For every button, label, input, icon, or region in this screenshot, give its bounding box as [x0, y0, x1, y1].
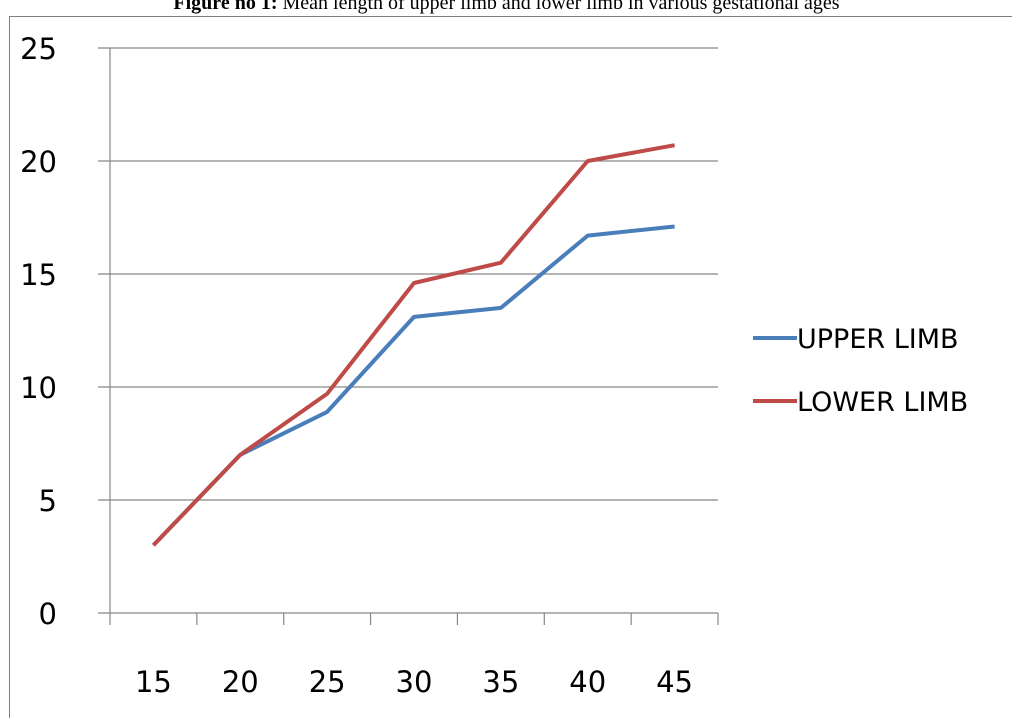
data-point-lower-limb	[238, 453, 242, 457]
x-tick-label: 25	[309, 665, 346, 699]
y-tick-label: 25	[20, 32, 57, 66]
chart-frame	[9, 16, 1012, 718]
figure-caption-label: Figure no 1:	[173, 0, 278, 14]
data-point-upper-limb	[412, 315, 416, 319]
data-point-lower-limb	[499, 261, 503, 265]
y-tick-label: 20	[20, 145, 57, 179]
y-tick-label: 5	[39, 484, 57, 518]
y-tick-label: 15	[20, 258, 57, 292]
x-tick-label: 45	[656, 665, 693, 699]
gridlines	[98, 47, 718, 614]
legend: UPPER LIMB LOWER LIMB	[753, 324, 968, 418]
y-tick-label: 10	[20, 371, 57, 405]
x-tick-label: 20	[222, 665, 259, 699]
data-point-upper-limb	[673, 225, 677, 229]
x-tick-label: 40	[569, 665, 606, 699]
data-point-lower-limb	[412, 281, 416, 285]
series-line-lower-limb	[151, 143, 675, 547]
figure-caption: Figure no 1: Mean length of upper limb a…	[0, 0, 1013, 15]
y-tick-label: 0	[39, 597, 57, 631]
data-point-upper-limb	[499, 306, 503, 310]
x-tick-label: 15	[135, 665, 172, 699]
x-tick-label: 35	[482, 665, 519, 699]
legend-label-lower-limb: LOWER LIMB	[797, 387, 968, 418]
axes: 0 5 10 15 20 25 15 20 25 30 35 40 45	[20, 32, 719, 699]
data-point-lower-limb	[151, 543, 155, 547]
x-tick-label: 30	[396, 665, 433, 699]
data-point-lower-limb	[586, 159, 590, 163]
data-point-lower-limb	[673, 143, 677, 147]
data-point-upper-limb	[586, 234, 590, 238]
legend-label-upper-limb: UPPER LIMB	[797, 324, 959, 355]
figure-caption-text: Mean length of upper limb and lower limb…	[282, 0, 840, 14]
series-lines	[151, 143, 677, 547]
data-point-upper-limb	[325, 410, 329, 414]
data-point-lower-limb	[325, 392, 329, 396]
